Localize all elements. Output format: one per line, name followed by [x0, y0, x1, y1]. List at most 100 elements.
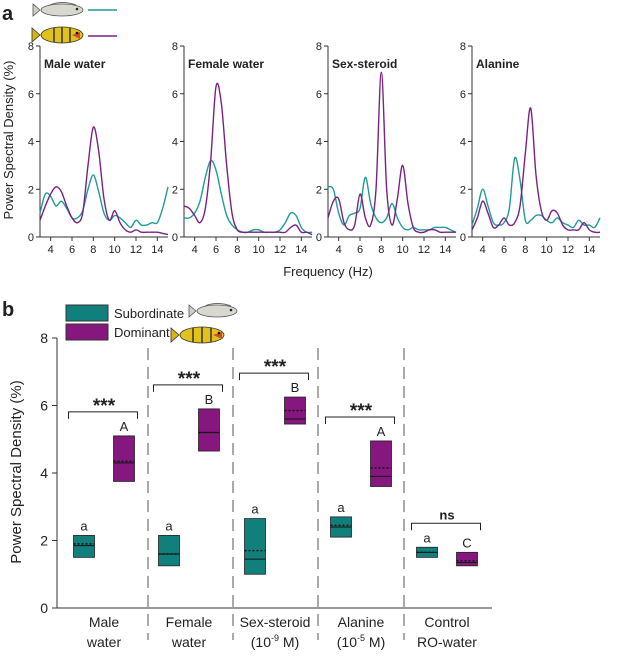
y-tick-label: 4 — [316, 137, 322, 149]
legend-dominant-fish-icon — [170, 326, 225, 344]
x-tick-label: 14 — [583, 244, 595, 256]
legend-label-dominant: Dominant — [114, 325, 170, 340]
box-dominant — [456, 551, 478, 567]
subordinate-fish-icon — [32, 2, 84, 17]
panel-a-x-axis-label: Frequency (Hz) — [283, 264, 373, 279]
x-tick-label: 8 — [90, 244, 96, 256]
x-tick-label: 4 — [336, 244, 342, 256]
x-tick-label: 12 — [562, 244, 574, 256]
comparison-bracket — [411, 522, 481, 531]
group-label-line2: water — [171, 634, 207, 650]
y-tick-label: 6 — [40, 398, 48, 414]
panel-title: Alanine — [476, 57, 520, 71]
x-tick-label: 4 — [192, 244, 198, 256]
y-tick-label: 2 — [172, 184, 178, 196]
significance-letter: a — [337, 500, 345, 515]
group-label-line2: (10-9 M) — [251, 633, 299, 650]
y-tick-label: 8 — [460, 41, 466, 53]
y-tick-label: 8 — [40, 330, 48, 346]
panel-b-legend: Subordinate Dominant — [65, 303, 238, 344]
y-tick-label: 0 — [40, 600, 48, 616]
x-tick-label: 12 — [274, 244, 286, 256]
box-dominant — [370, 440, 392, 487]
line-panel-4: 0 2 4 6 8 4 6 8 10 12 14 Alanine — [460, 41, 601, 256]
comparison-bracket — [325, 416, 395, 424]
y-tick-label: 4 — [28, 137, 34, 149]
y-tick-label: 4 — [172, 137, 178, 149]
significance-stars: ns — [439, 507, 454, 522]
box-group-5: a Cns Control RO-water — [411, 507, 481, 650]
significance-letter: a — [165, 518, 173, 533]
dominant-fish-icon — [31, 26, 84, 44]
x-tick-label: 4 — [48, 244, 54, 256]
panel-title: Sex-steroid — [332, 57, 397, 71]
significance-letter: C — [462, 535, 471, 550]
group-label: Male — [89, 614, 120, 630]
significance-letter: A — [377, 424, 386, 439]
box-dominant — [113, 435, 135, 482]
y-tick-label: 0 — [316, 232, 322, 244]
y-tick-label: 6 — [460, 89, 466, 101]
significance-letter: B — [205, 392, 214, 407]
panel-a-label: a — [2, 3, 14, 25]
x-tick-label: 10 — [541, 244, 553, 256]
x-tick-label: 14 — [151, 244, 163, 256]
y-tick-label: 6 — [172, 89, 178, 101]
box-group-2: a B *** Female water — [153, 369, 223, 650]
x-tick-label: 10 — [109, 244, 121, 256]
y-tick-label: 2 — [40, 533, 48, 549]
series-line-subordinate — [183, 159, 313, 234]
legend-label-subordinate: Subordinate — [114, 306, 184, 321]
y-tick-label: 8 — [172, 41, 178, 53]
x-tick-label: 6 — [501, 244, 507, 256]
y-tick-label: 6 — [316, 89, 322, 101]
group-label-line2: RO-water — [417, 634, 477, 650]
y-tick-label: 0 — [28, 232, 34, 244]
group-label: Female — [166, 614, 213, 630]
y-tick-label: 0 — [460, 232, 466, 244]
comparison-bracket — [239, 372, 309, 381]
x-tick-label: 12 — [130, 244, 142, 256]
significance-stars: *** — [264, 357, 287, 378]
group-label: Sex-steroid — [240, 614, 311, 630]
significance-letter: a — [423, 530, 431, 545]
series-line-subordinate — [39, 174, 169, 229]
box-subordinate — [73, 535, 95, 558]
box-dominant — [198, 408, 220, 452]
comparison-bracket — [153, 384, 223, 392]
line-panel-3: 0 2 4 6 8 4 6 8 10 12 14 Sex-steroid — [316, 41, 457, 256]
series-line-subordinate — [471, 156, 601, 229]
panel-b-y-axis-label: Power Spectral Density (%) — [8, 380, 25, 563]
series-line-dominant — [39, 126, 169, 236]
y-tick-label: 2 — [460, 184, 466, 196]
group-label: Control — [424, 614, 469, 630]
significance-stars: *** — [178, 369, 201, 390]
significance-letter: A — [120, 419, 129, 434]
x-tick-label: 14 — [439, 244, 451, 256]
series-line-dominant — [327, 71, 456, 234]
y-tick-label: 8 — [316, 41, 322, 53]
panel-title: Male water — [44, 57, 106, 71]
legend-swatch-subordinate — [65, 304, 109, 322]
series-line-dominant — [183, 82, 313, 236]
series-line-subordinate — [327, 176, 457, 233]
x-tick-label: 8 — [234, 244, 240, 256]
box-group-4: a A *** Alanine (10-5 M) — [325, 401, 395, 650]
panel-b-label: b — [2, 299, 14, 321]
significance-letter: a — [80, 518, 88, 533]
group-label: Alanine — [338, 614, 385, 630]
x-tick-label: 6 — [213, 244, 219, 256]
x-tick-label: 6 — [357, 244, 363, 256]
group-label-line2: (10-5 M) — [337, 633, 385, 650]
series-line-dominant — [471, 107, 601, 234]
significance-stars: *** — [93, 396, 116, 417]
line-panel-2: 0 2 4 6 8 4 6 8 10 12 14 Female water — [172, 41, 313, 256]
x-tick-label: 12 — [418, 244, 430, 256]
significance-letter: B — [291, 380, 300, 395]
panel-a-legend — [31, 2, 117, 44]
x-tick-label: 4 — [480, 244, 486, 256]
y-tick-label: 2 — [28, 184, 34, 196]
box-subordinate — [158, 535, 180, 567]
y-tick-label: 0 — [172, 232, 178, 244]
y-tick-label: 6 — [28, 89, 34, 101]
